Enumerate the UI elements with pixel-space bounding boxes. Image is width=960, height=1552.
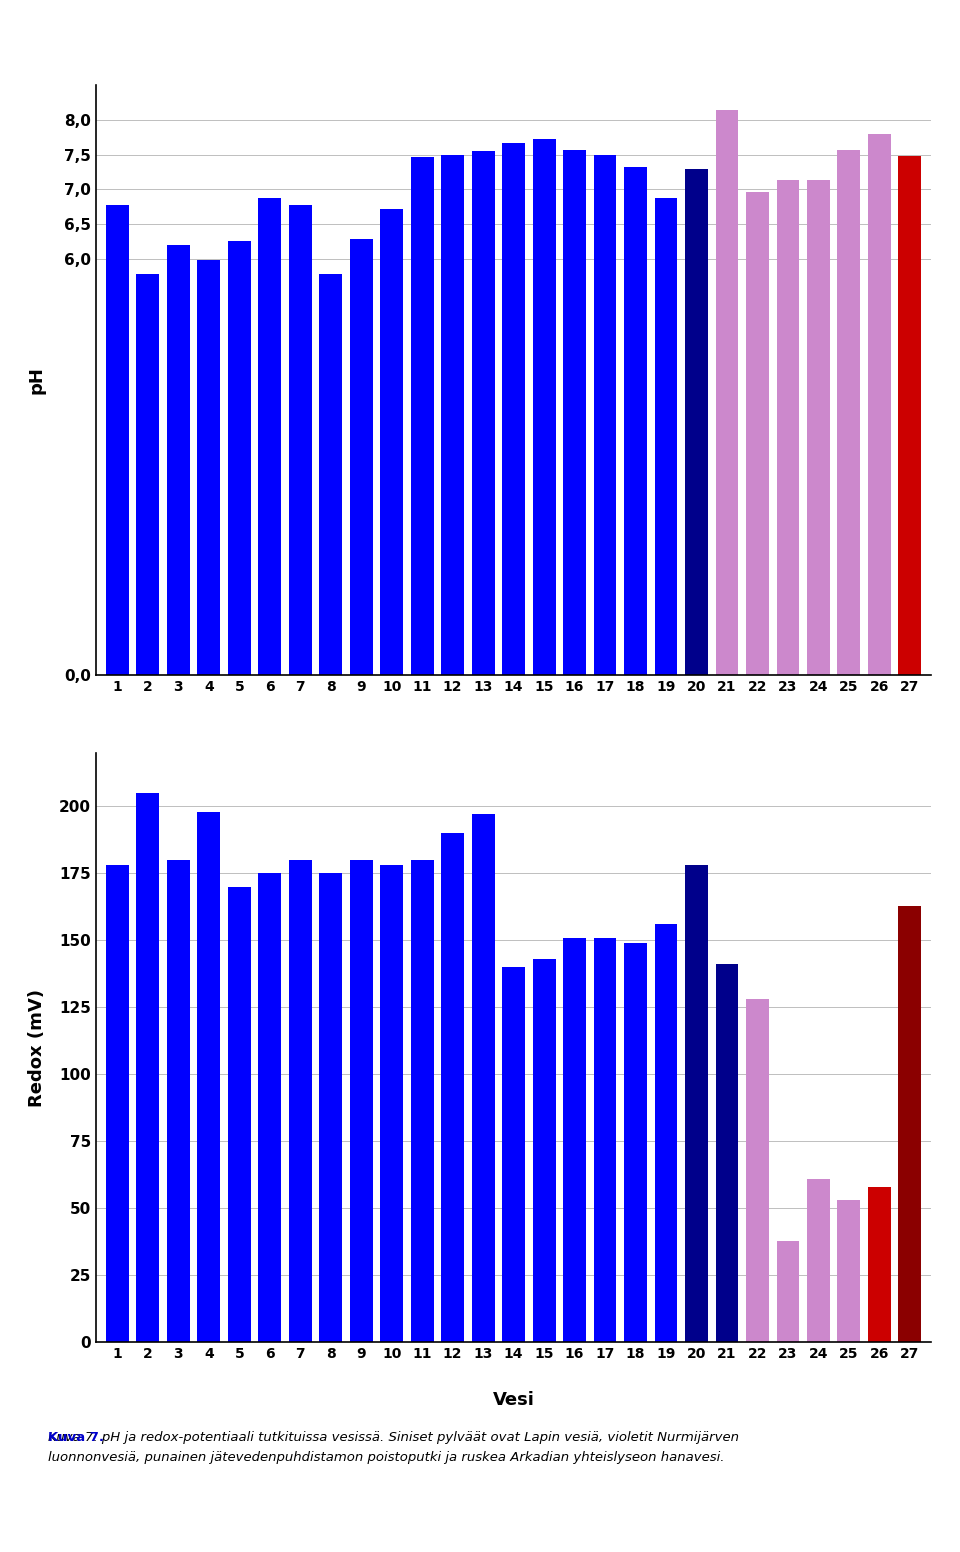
Bar xyxy=(442,833,464,1342)
Bar xyxy=(868,133,891,675)
Bar xyxy=(136,793,159,1342)
Bar xyxy=(198,261,220,675)
Bar xyxy=(411,157,434,675)
Bar xyxy=(655,199,678,675)
Bar xyxy=(471,151,494,675)
Bar xyxy=(593,155,616,675)
Bar xyxy=(228,242,251,675)
Bar xyxy=(655,925,678,1342)
Y-axis label: pH: pH xyxy=(28,366,46,394)
Bar xyxy=(442,155,464,675)
Bar xyxy=(502,143,525,675)
Bar xyxy=(899,157,922,675)
Bar xyxy=(624,166,647,675)
Bar xyxy=(136,275,159,675)
Text: Kuva 7. pH ja redox-potentiaali tutkituissa vesissä. Siniset pylväät ovat Lapin : Kuva 7. pH ja redox-potentiaali tutkitui… xyxy=(48,1431,739,1443)
Bar xyxy=(106,205,129,675)
Bar xyxy=(715,964,738,1342)
Bar xyxy=(746,191,769,675)
Bar xyxy=(807,180,829,675)
Text: Kuva 7.: Kuva 7. xyxy=(48,1431,104,1443)
Bar xyxy=(837,1200,860,1342)
Bar xyxy=(777,1240,800,1342)
Bar xyxy=(564,937,586,1342)
Bar xyxy=(777,180,800,675)
Bar xyxy=(380,866,403,1342)
Bar xyxy=(349,860,372,1342)
Text: Vesi: Vesi xyxy=(492,1391,535,1409)
Bar xyxy=(198,812,220,1342)
Bar xyxy=(502,967,525,1342)
Bar xyxy=(685,169,708,675)
Bar xyxy=(106,866,129,1342)
Bar xyxy=(533,140,556,675)
Bar xyxy=(258,874,281,1342)
Bar xyxy=(868,1187,891,1342)
Bar xyxy=(167,860,190,1342)
Bar xyxy=(715,110,738,675)
Bar xyxy=(624,944,647,1342)
Bar xyxy=(899,905,922,1342)
Bar xyxy=(533,959,556,1342)
Bar xyxy=(258,199,281,675)
Bar xyxy=(289,860,312,1342)
Bar xyxy=(320,874,342,1342)
Bar xyxy=(228,886,251,1342)
Bar xyxy=(807,1180,829,1342)
Bar xyxy=(685,866,708,1342)
Y-axis label: Redox (mV): Redox (mV) xyxy=(28,989,46,1107)
Bar xyxy=(167,245,190,675)
Bar xyxy=(380,210,403,675)
Bar xyxy=(837,151,860,675)
Bar xyxy=(564,151,586,675)
Bar xyxy=(593,937,616,1342)
Bar xyxy=(289,205,312,675)
Bar xyxy=(349,239,372,675)
Text: luonnonvesiä, punainen jätevedenpuhdistamon poistoputki ja ruskea Arkadian yhtei: luonnonvesiä, punainen jätevedenpuhdista… xyxy=(48,1451,725,1464)
Bar xyxy=(320,275,342,675)
Bar xyxy=(746,999,769,1342)
Bar xyxy=(411,860,434,1342)
Bar xyxy=(471,815,494,1342)
